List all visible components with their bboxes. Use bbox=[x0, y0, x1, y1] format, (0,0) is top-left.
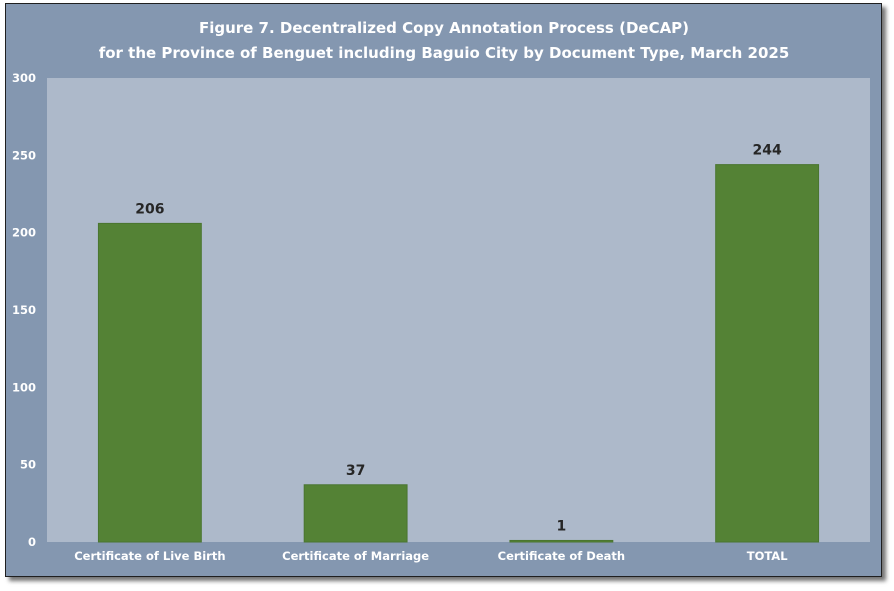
x-category-label: Certificate of Live Birth bbox=[74, 549, 225, 563]
x-axis: Certificate of Live Birth Certificate of … bbox=[74, 549, 788, 563]
data-label: 37 bbox=[346, 463, 365, 479]
y-axis: 0 50 100 150 200 250 300 bbox=[12, 71, 36, 549]
y-tick-label: 50 bbox=[20, 458, 36, 472]
y-tick-label: 300 bbox=[12, 71, 36, 85]
bar bbox=[509, 539, 614, 543]
x-category-label: Certificate of Death bbox=[498, 549, 625, 563]
bar bbox=[715, 164, 820, 543]
data-label: 244 bbox=[753, 143, 782, 159]
chart-title-line-2: for the Province of Benguet including Ba… bbox=[99, 44, 790, 62]
data-labels: 206 37 1 244 bbox=[135, 143, 782, 535]
y-tick-label: 200 bbox=[12, 226, 36, 240]
data-label: 1 bbox=[557, 518, 567, 534]
bar bbox=[97, 222, 202, 543]
bar-chart: Figure 7. Decentralized Copy Annotation … bbox=[12, 19, 870, 563]
x-category-label: TOTAL bbox=[747, 549, 788, 563]
bars bbox=[97, 164, 820, 543]
y-tick-label: 250 bbox=[12, 148, 36, 162]
data-label: 206 bbox=[135, 201, 164, 217]
x-category-label: Certificate of Marriage bbox=[282, 549, 429, 563]
y-tick-label: 100 bbox=[12, 380, 36, 394]
y-tick-label: 150 bbox=[12, 303, 36, 317]
chart-title-line-1: Figure 7. Decentralized Copy Annotation … bbox=[199, 19, 689, 37]
bar bbox=[303, 484, 408, 543]
y-tick-label: 0 bbox=[28, 535, 36, 549]
chart-frame: Figure 7. Decentralized Copy Annotation … bbox=[5, 3, 882, 577]
